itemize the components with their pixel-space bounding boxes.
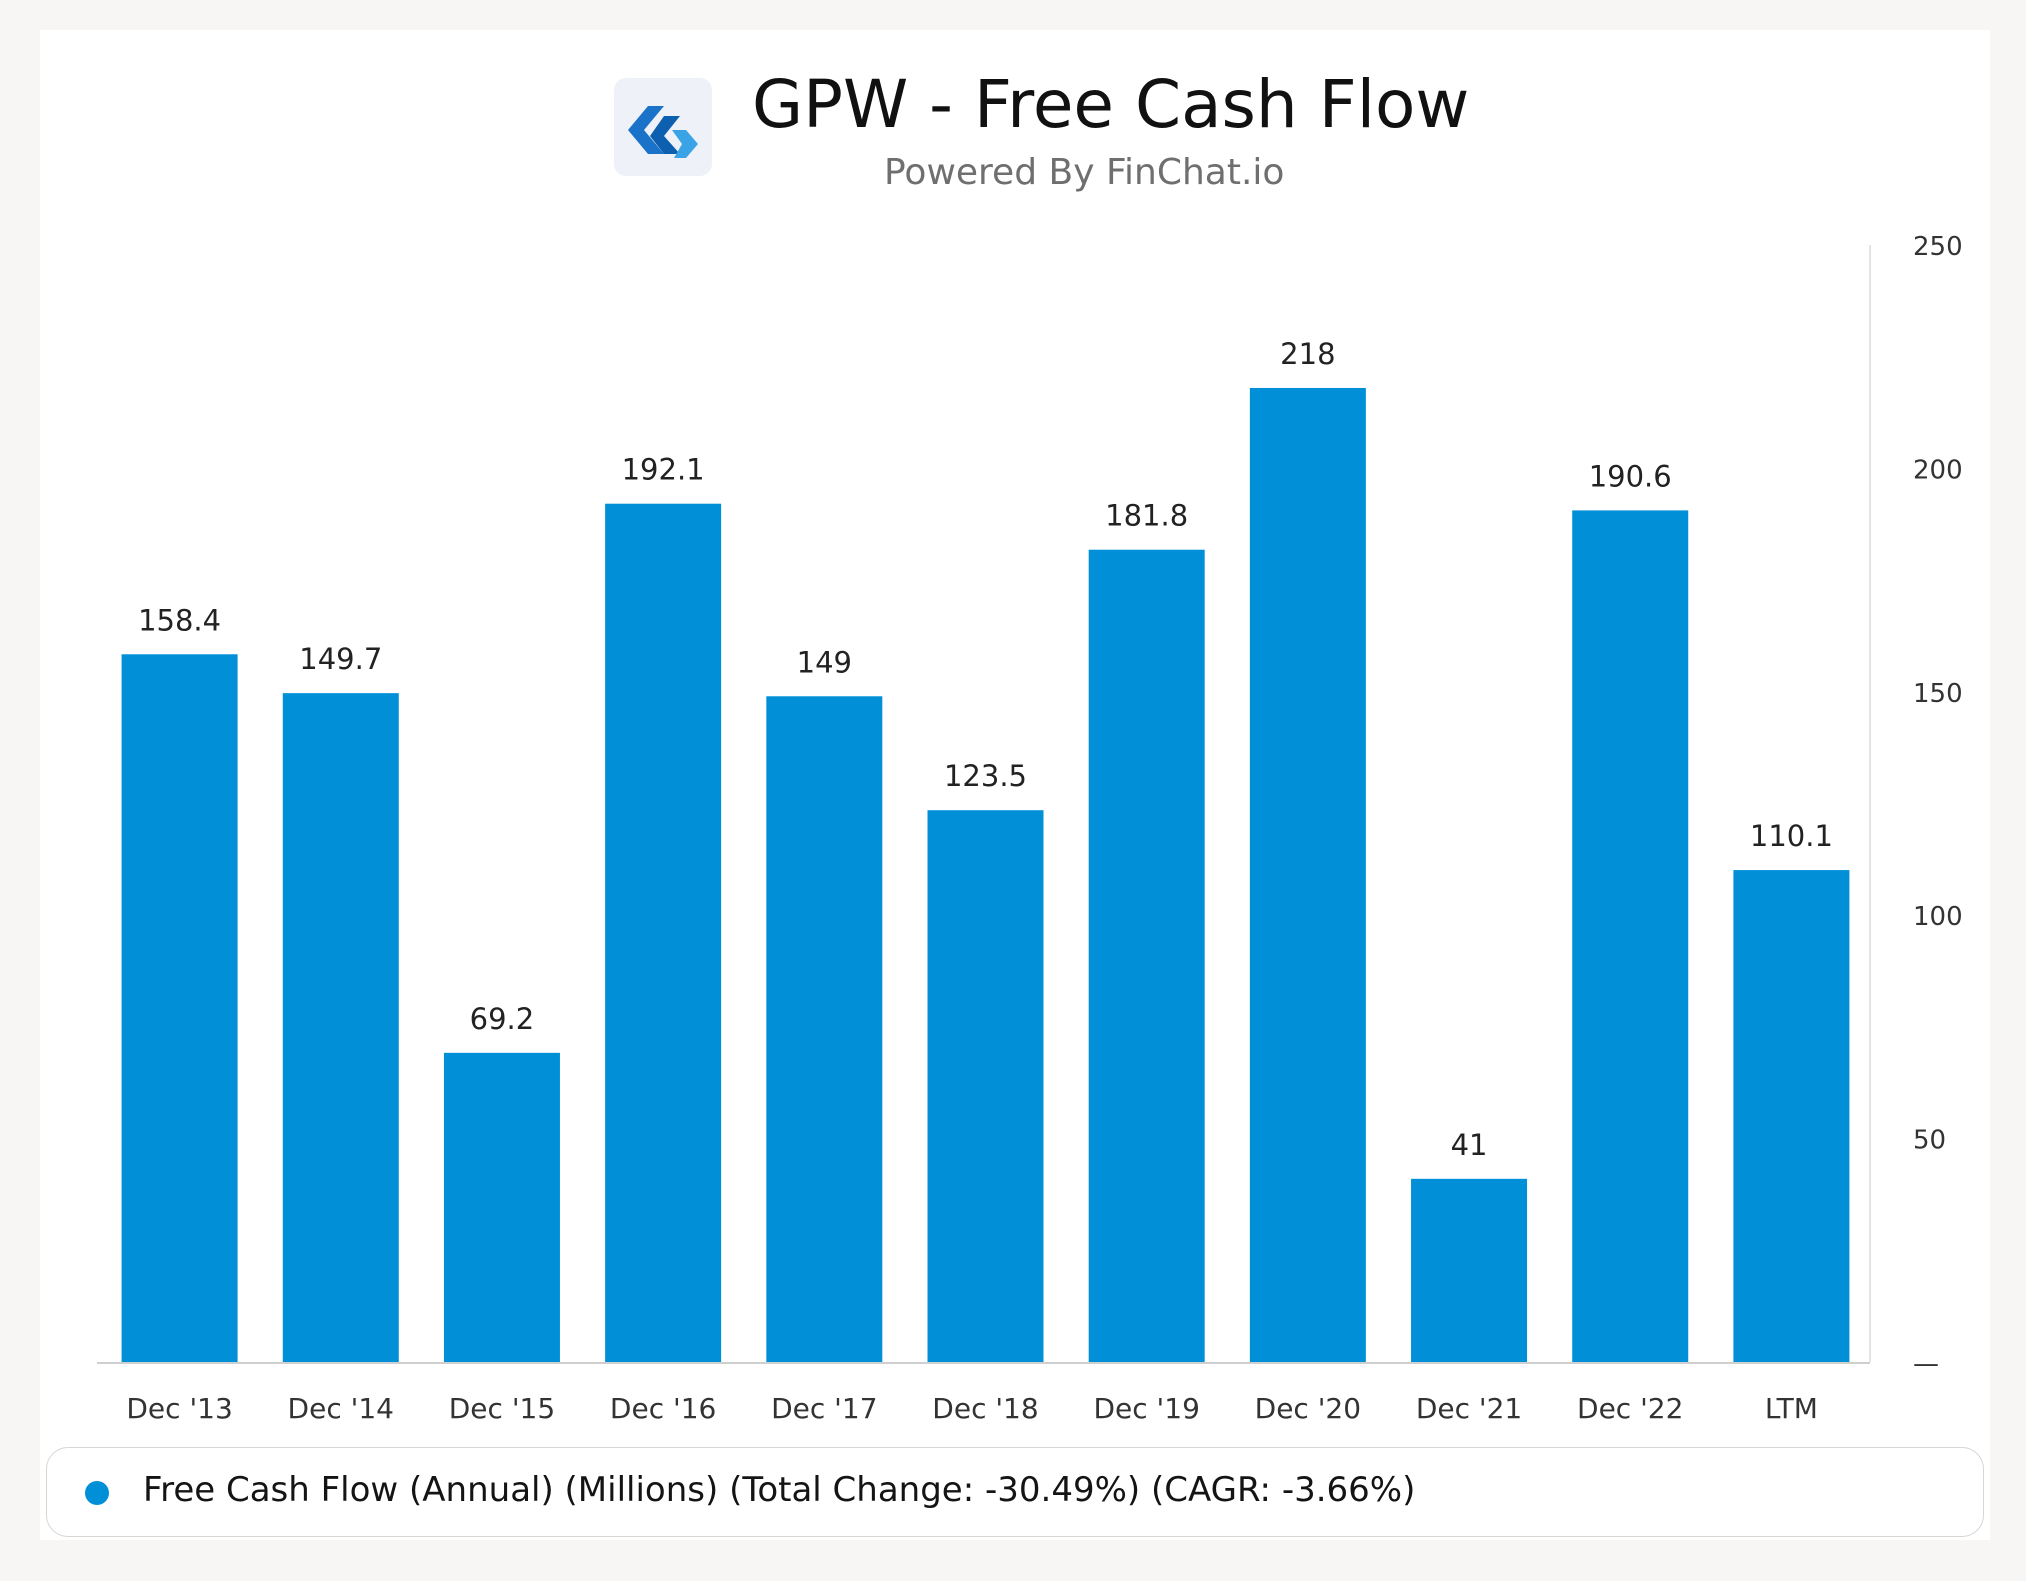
legend[interactable]: Free Cash Flow (Annual) (Millions) (Tota… <box>46 1447 1984 1537</box>
x-tick-label: Dec '17 <box>771 1392 877 1425</box>
bar <box>1733 870 1850 1362</box>
y-tick-label: — <box>1913 1349 1939 1379</box>
data-label: 110.1 <box>1750 819 1833 853</box>
bar <box>605 503 722 1362</box>
y-tick-label: 100 <box>1913 902 1963 932</box>
bar <box>121 654 238 1362</box>
chart-title: GPW - Free Cash Flow <box>752 66 1470 143</box>
x-tick-label: Dec '18 <box>932 1392 1038 1425</box>
y-tick-label: 250 <box>1913 232 1963 262</box>
x-tick-label: Dec '14 <box>288 1392 394 1425</box>
bar <box>927 810 1044 1362</box>
x-tick-label: Dec '15 <box>449 1392 555 1425</box>
data-label: 190.6 <box>1589 459 1672 493</box>
x-tick-label: Dec '20 <box>1255 1392 1361 1425</box>
chart-subtitle: Powered By FinChat.io <box>884 152 1285 193</box>
finchat-logo-icon <box>614 78 712 176</box>
legend-label: Free Cash Flow (Annual) (Millions) (Tota… <box>143 1470 1416 1510</box>
data-label: 181.8 <box>1105 499 1188 533</box>
bar <box>1411 1178 1528 1362</box>
x-tick-label: Dec '21 <box>1416 1392 1522 1425</box>
x-tick-label: Dec '16 <box>610 1392 716 1425</box>
legend-marker <box>85 1481 109 1505</box>
data-label: 218 <box>1280 337 1335 371</box>
bar <box>1572 510 1689 1363</box>
bar <box>282 693 399 1362</box>
data-label: 123.5 <box>944 759 1027 793</box>
data-label: 69.2 <box>470 1002 535 1036</box>
bar <box>1249 387 1366 1362</box>
data-label: 192.1 <box>622 453 705 487</box>
y-tick-label: 50 <box>1913 1126 1946 1156</box>
data-label: 158.4 <box>138 603 221 637</box>
x-tick-label: Dec '22 <box>1577 1392 1683 1425</box>
data-label: 149.7 <box>299 642 382 676</box>
y-tick-label: 150 <box>1913 679 1963 709</box>
bar <box>766 696 883 1362</box>
bar <box>1088 549 1205 1362</box>
x-tick-label: LTM <box>1765 1392 1818 1425</box>
x-tick-label: Dec '13 <box>126 1392 232 1425</box>
data-label: 149 <box>797 645 852 679</box>
y-tick-label: 200 <box>1913 455 1963 485</box>
bar <box>443 1052 560 1362</box>
data-label: 41 <box>1451 1128 1488 1162</box>
x-tick-label: Dec '19 <box>1093 1392 1199 1425</box>
